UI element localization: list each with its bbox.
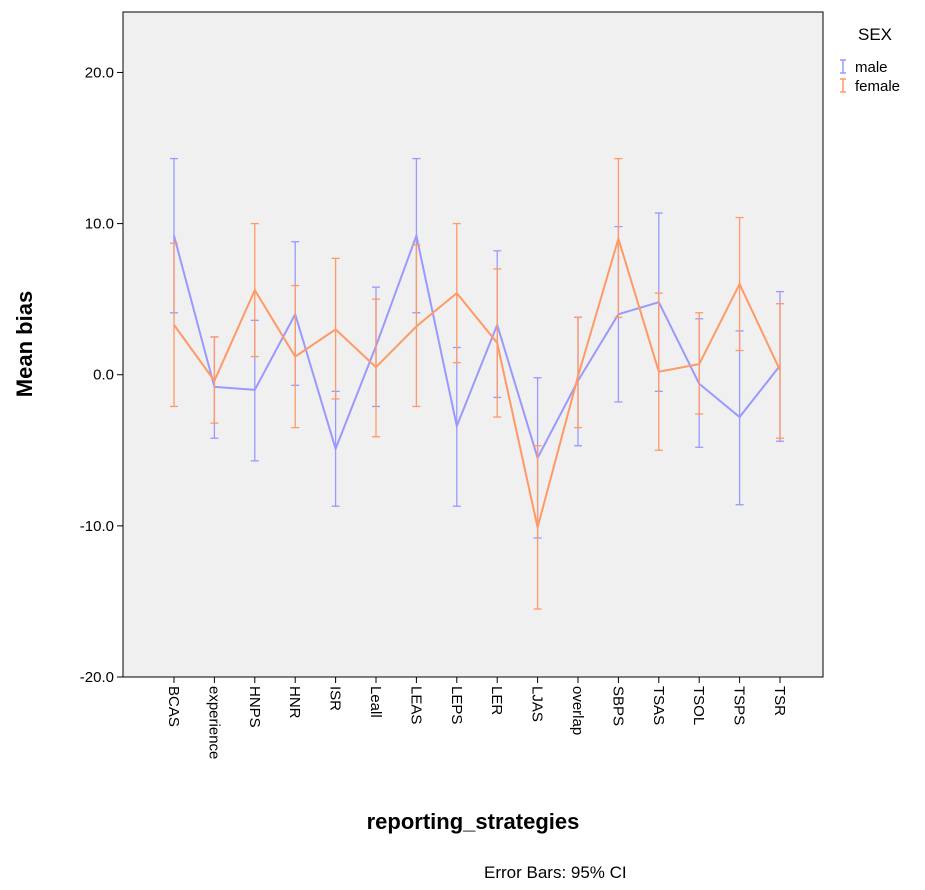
x-axis-title: reporting_strategies	[367, 809, 580, 834]
x-tick-label: HNR	[286, 686, 303, 719]
x-tick-label: SBPS	[609, 686, 626, 726]
y-axis: -20.0 -10.0 0.0 10.0 20.0	[80, 64, 123, 686]
legend-label: female	[855, 78, 900, 95]
x-tick-label: LJAS	[529, 686, 546, 722]
x-axis: BCAS experience HNPS HNR ISR Leall LEAS LEPS LER…	[165, 677, 788, 759]
x-tick-label: TSOL	[690, 686, 707, 725]
series-line-female	[173, 235, 781, 528]
y-axis-title: Mean bias	[12, 291, 37, 397]
series-layer	[170, 157, 784, 610]
legend-item-male: male	[840, 59, 888, 76]
x-tick-label: HNPS	[246, 686, 263, 728]
legend-items: male female	[840, 59, 900, 95]
series-line-male	[173, 232, 781, 461]
x-tick-label: ISR	[327, 686, 344, 711]
x-tick-label: experience	[205, 686, 222, 759]
x-tick-label: BCAS	[165, 686, 182, 727]
y-tick-label: 10.0	[85, 216, 114, 233]
legend-title: SEX	[858, 25, 892, 44]
x-tick-label: LER	[488, 686, 505, 715]
legend: SEX male female	[840, 25, 900, 95]
y-tick-label: 20.0	[85, 64, 114, 81]
x-tick-label: overlap	[569, 686, 586, 735]
x-tick-label: LEPS	[448, 686, 465, 724]
x-tick-label: TSAS	[650, 686, 667, 725]
x-tick-label: Leall	[367, 686, 384, 718]
y-tick-label: -10.0	[80, 518, 114, 535]
legend-item-female: female	[840, 78, 900, 95]
error-bars-footnote: Error Bars: 95% CI	[484, 863, 627, 882]
series-female	[170, 157, 784, 610]
legend-label: male	[855, 59, 888, 76]
x-tick-label: LEAS	[407, 686, 424, 724]
y-tick-label: -20.0	[80, 669, 114, 686]
x-tick-label: TSPS	[731, 686, 748, 725]
plot-area	[122, 11, 824, 678]
y-tick-label: 0.0	[93, 367, 114, 384]
x-tick-label: TSR	[771, 686, 788, 716]
